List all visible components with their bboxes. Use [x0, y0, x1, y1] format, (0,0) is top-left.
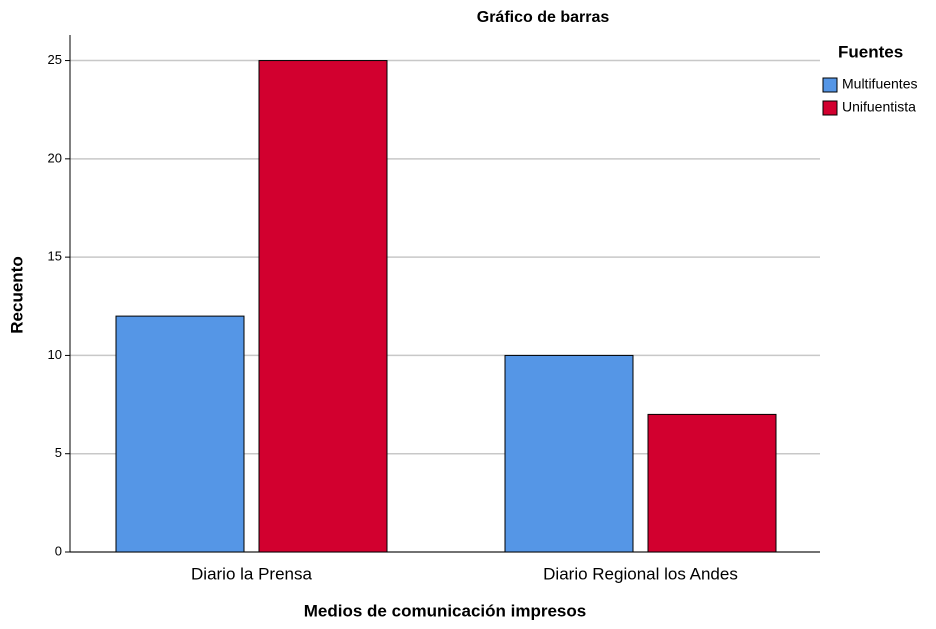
x-tick-label: Diario Regional los Andes: [543, 564, 738, 583]
legend-swatch: [822, 100, 838, 116]
bar: [258, 60, 388, 553]
y-axis-label: Recuento: [7, 256, 26, 333]
legend-label: Unifuentista: [842, 99, 916, 115]
bar: [115, 315, 245, 553]
y-tick-label: 25: [48, 52, 62, 67]
x-tick-label: Diario la Prensa: [191, 564, 312, 583]
legend-title: Fuentes: [838, 42, 903, 61]
bar: [647, 413, 777, 553]
legend-swatch: [822, 77, 838, 93]
y-tick-label: 5: [55, 445, 62, 460]
y-tick-label: 0: [55, 543, 62, 558]
y-tick-label: 10: [48, 347, 62, 362]
x-axis-label: Medios de comunicación impresos: [304, 601, 586, 620]
chart-title: Gráfico de barras: [477, 9, 610, 26]
y-tick-label: 20: [48, 150, 62, 165]
legend-label: Multifuentes: [842, 76, 917, 92]
bar: [504, 354, 634, 553]
y-tick-label: 15: [48, 249, 62, 264]
